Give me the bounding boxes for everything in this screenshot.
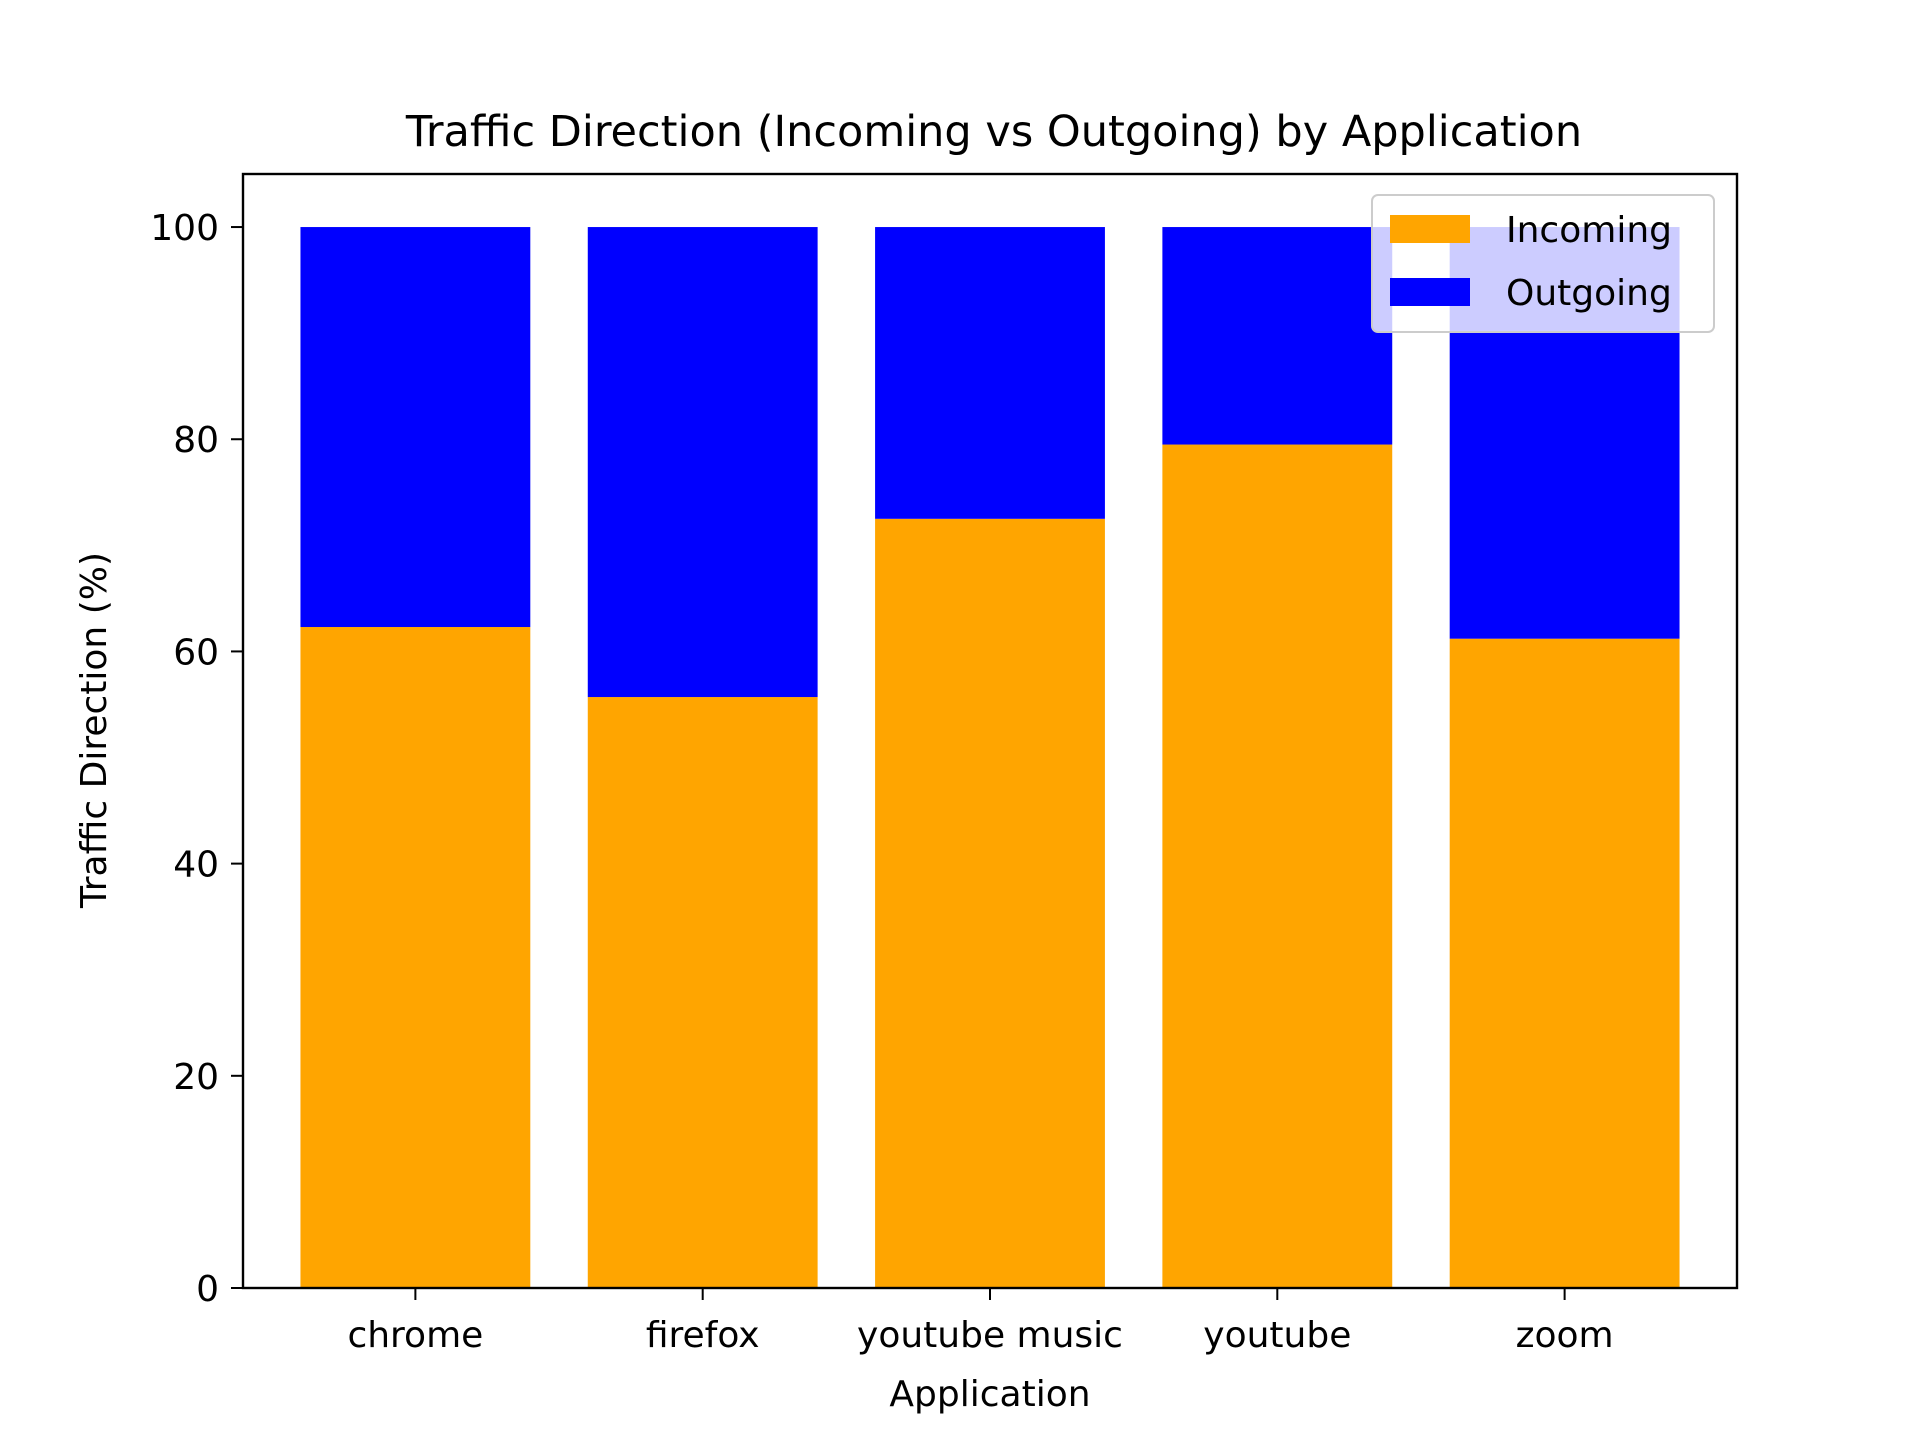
plot-area-frame <box>241 172 1739 1290</box>
x-tick-label-youtube-music: youtube music <box>857 1315 1123 1356</box>
legend-label-incoming: Incoming <box>1506 210 1672 251</box>
bar-outgoing-firefox <box>587 227 818 698</box>
bar-incoming-youtube <box>1162 444 1393 1288</box>
x-tick-label-firefox: firefox <box>646 1315 760 1356</box>
x-tick-label-chrome: chrome <box>347 1315 483 1356</box>
legend-swatch-outgoing <box>1390 278 1470 306</box>
y-tick-label-80: 80 <box>173 420 219 461</box>
bar-incoming-chrome <box>300 627 531 1288</box>
y-tick-label-40: 40 <box>173 845 219 886</box>
ticks-layer: chrome firefox youtube music youtube zoom 0 20… <box>150 208 1613 1356</box>
y-tick-label-0: 0 <box>196 1269 219 1310</box>
bar-outgoing-youtube-music <box>875 227 1105 519</box>
bar-outgoing-youtube <box>1162 227 1393 445</box>
y-axis-label: Traffic Direction (%) <box>74 552 115 909</box>
bar-outgoing-chrome <box>300 227 531 628</box>
legend: Incoming Outgoing <box>1371 194 1715 333</box>
legend-label-outgoing: Outgoing <box>1506 273 1672 314</box>
y-tick-label-20: 20 <box>173 1057 219 1098</box>
bar-incoming-youtube-music <box>875 518 1105 1288</box>
bar-incoming-firefox <box>587 697 818 1288</box>
bars-layer <box>300 227 1680 1288</box>
y-tick-label-60: 60 <box>173 632 219 673</box>
x-axis-label: Application <box>889 1374 1090 1415</box>
bar-incoming-zoom <box>1449 638 1680 1288</box>
legend-swatch-incoming <box>1390 215 1470 243</box>
x-tick-label-zoom: zoom <box>1516 1315 1614 1356</box>
y-tick-label-100: 100 <box>150 208 219 249</box>
chart-title: Traffic Direction (Incoming vs Outgoing)… <box>405 107 1582 157</box>
x-tick-label-youtube: youtube <box>1203 1315 1351 1356</box>
